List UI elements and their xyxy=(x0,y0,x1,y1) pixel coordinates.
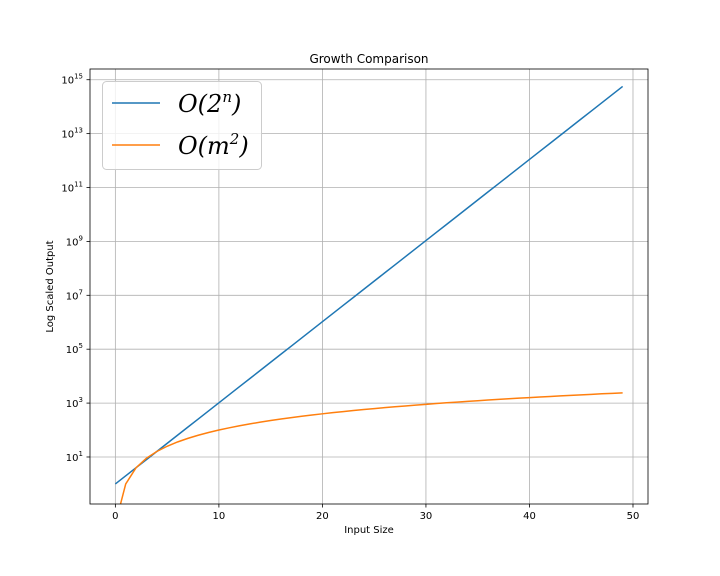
x-axis-label: Input Size xyxy=(344,525,394,536)
legend: O(2n) O(m2) xyxy=(102,81,262,170)
plot-frame xyxy=(89,68,649,505)
y-tick-label: 109 xyxy=(66,234,83,248)
x-tick-label: 40 xyxy=(523,511,536,522)
y-tick-label: 107 xyxy=(66,288,83,302)
series-line xyxy=(114,85,624,485)
y-tick-label: 101 xyxy=(66,450,83,464)
x-tick-label: 10 xyxy=(213,511,226,522)
legend-label: O(2n) xyxy=(178,88,241,118)
y-tick-label: 103 xyxy=(66,396,83,410)
x-tick-label: 20 xyxy=(316,511,329,522)
y-tick-label: 105 xyxy=(66,342,83,356)
y-tick-label: 1015 xyxy=(61,73,83,87)
x-tick-label: 30 xyxy=(420,511,433,522)
gridlines xyxy=(90,69,648,504)
x-tick-label: 50 xyxy=(627,511,640,522)
series-line xyxy=(119,392,623,504)
legend-label: O(m2) xyxy=(178,130,249,160)
y-tick-label: 1013 xyxy=(61,127,83,141)
x-tick-label: 0 xyxy=(112,511,118,522)
y-tick-label: 1011 xyxy=(61,181,83,195)
series-lines xyxy=(114,85,624,504)
axis-ticks: 0 10 20 30 40 50 101 103 105 107 109 1011 1013 1015 xyxy=(61,73,639,522)
y-axis-label: Log Scaled Output xyxy=(45,240,56,332)
chart-title: Growth Comparison xyxy=(309,52,428,66)
